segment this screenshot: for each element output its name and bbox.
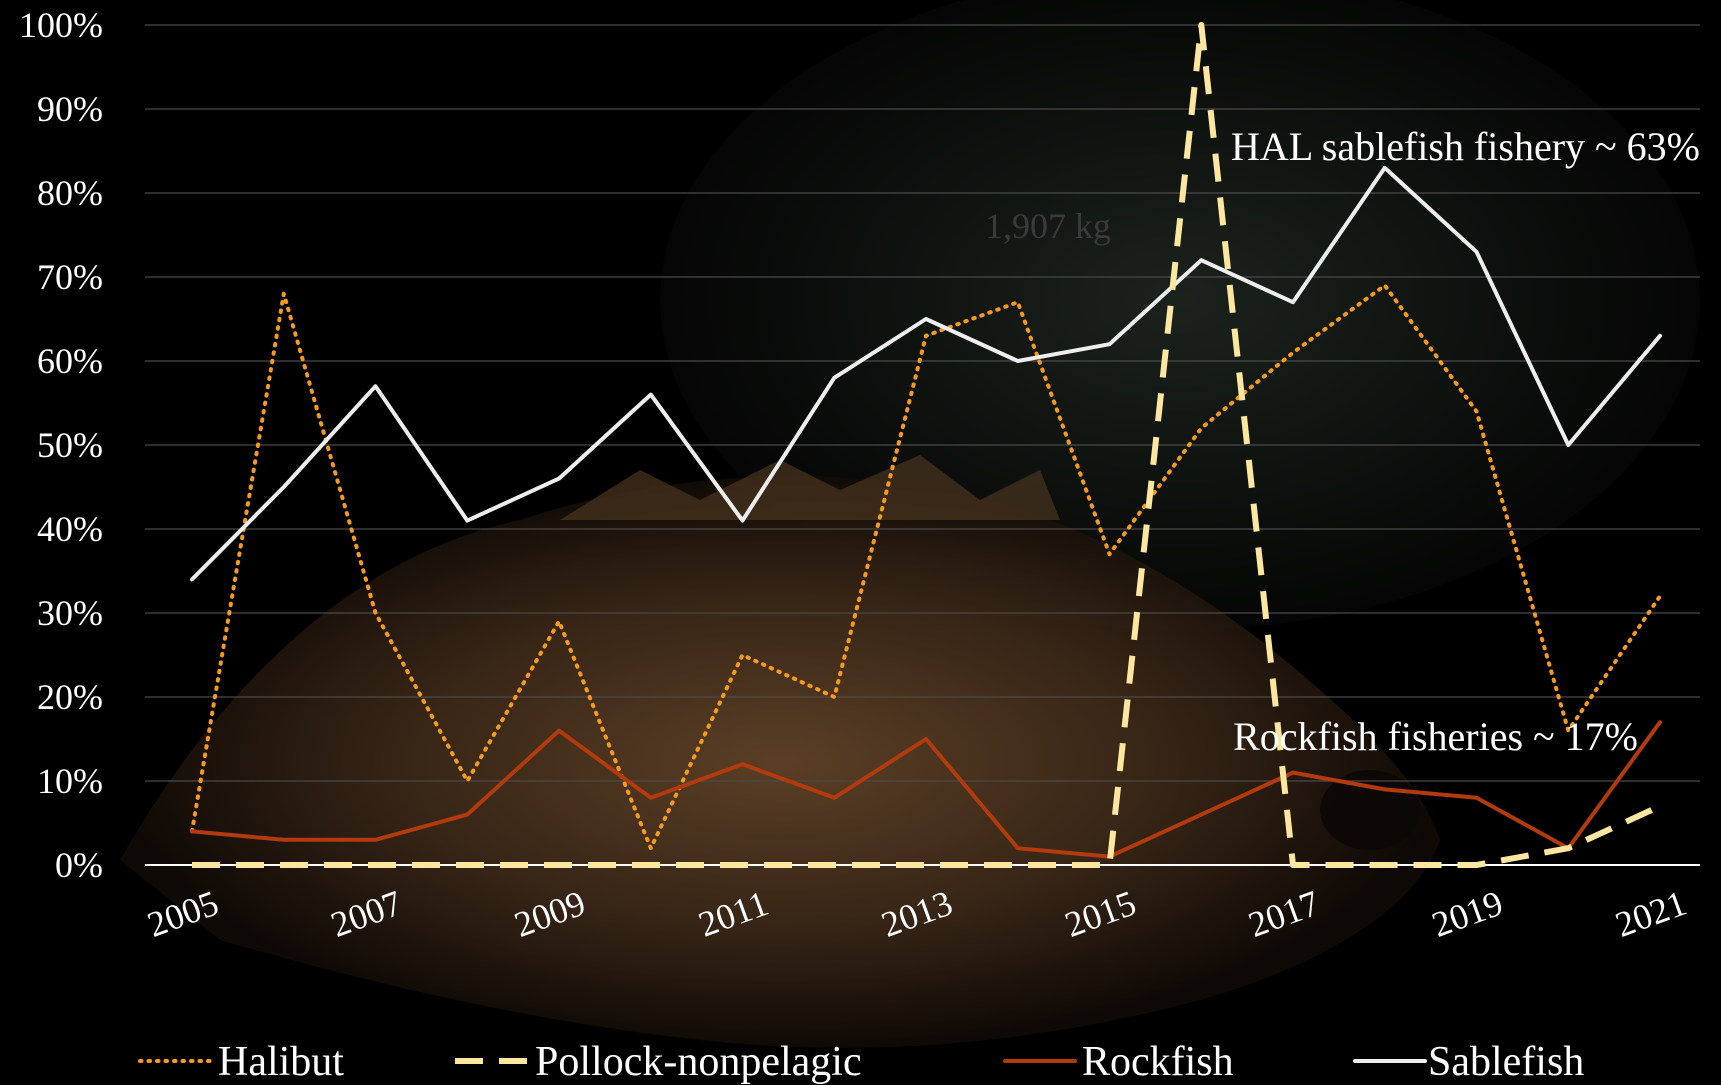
y-tick-label: 50% xyxy=(37,425,103,465)
rockfish-annotation: Rockfish fisheries ~ 17% xyxy=(1233,714,1638,759)
y-axis-tick-labels: 0% 10% 20% 30% 40% 50% 60% 70% 80% 90% 100% xyxy=(19,5,103,885)
y-tick-label: 70% xyxy=(37,257,103,297)
y-tick-label: 60% xyxy=(37,341,103,381)
series-line-halibut xyxy=(190,283,1662,851)
legend-label-rockfish: Rockfish xyxy=(1082,1039,1234,1085)
y-tick-label: 30% xyxy=(37,593,103,633)
dorsal-fin xyxy=(560,455,1060,520)
x-tick-label: 2011 xyxy=(693,883,773,945)
x-tick-label: 2005 xyxy=(142,883,223,945)
x-tick-label: 2009 xyxy=(509,883,590,945)
x-tick-label: 2015 xyxy=(1060,883,1141,945)
series-line-pollock-nonpelagic xyxy=(192,22,1662,868)
y-tick-label: 100% xyxy=(19,5,103,45)
legend-label-halibut: Halibut xyxy=(218,1039,344,1085)
legend-item-rockfish: Rockfish xyxy=(1003,1039,1234,1085)
y-tick-label: 0% xyxy=(55,845,103,885)
faint-weight-label: 1,907 kg xyxy=(985,206,1111,246)
x-tick-label: 2013 xyxy=(876,883,957,945)
sablefish-annotation: HAL sablefish fishery ~ 63% xyxy=(1231,124,1700,169)
legend-label-pollock: Pollock-nonpelagic xyxy=(535,1039,862,1085)
x-tick-label: 2021 xyxy=(1610,883,1691,945)
series-line-sablefish xyxy=(190,165,1662,582)
x-axis-tick-labels: 2005 2007 2009 2011 2013 2015 2017 2019 2021 xyxy=(142,883,1691,945)
series-line-rockfish xyxy=(190,720,1662,859)
legend-label-sablefish: Sablefish xyxy=(1428,1039,1584,1085)
x-tick-label: 2019 xyxy=(1427,883,1508,945)
legend-item-pollock: Pollock-nonpelagic xyxy=(455,1039,862,1085)
y-tick-label: 80% xyxy=(37,173,103,213)
legend-item-halibut: Halibut xyxy=(138,1039,344,1085)
x-tick-label: 2017 xyxy=(1243,883,1324,945)
y-tick-label: 20% xyxy=(37,677,103,717)
legend: Halibut Pollock-nonpelagic Rockfish Sabl… xyxy=(138,1039,1584,1085)
rockfish-silhouette xyxy=(120,476,1440,1048)
series-lines xyxy=(190,22,1662,868)
y-tick-label: 90% xyxy=(37,89,103,129)
x-tick-label: 2007 xyxy=(326,883,407,945)
y-tick-label: 40% xyxy=(37,509,103,549)
y-tick-label: 10% xyxy=(37,761,103,801)
legend-item-sablefish: Sablefish xyxy=(1353,1039,1584,1085)
